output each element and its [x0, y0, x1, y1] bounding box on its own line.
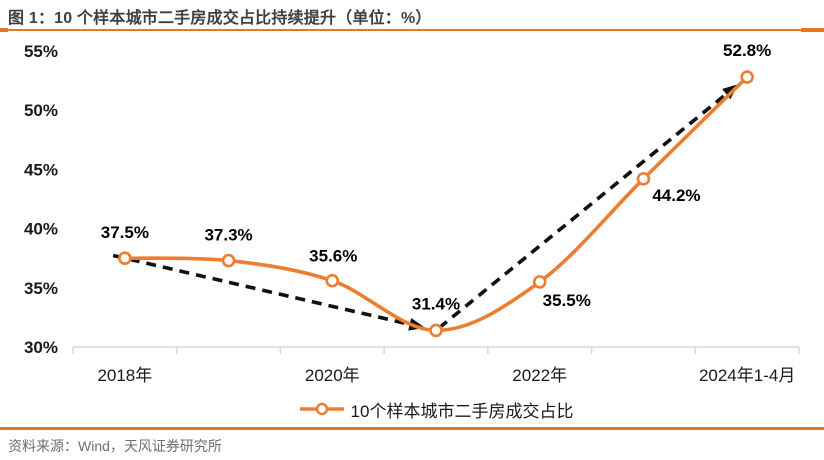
source-text: 资料来源：Wind，天风证券研究所 [8, 438, 222, 454]
legend-label: 10个样本城市二手房成交占比 [350, 401, 574, 421]
data-point-label: 37.5% [101, 223, 149, 242]
data-point-marker [429, 323, 443, 338]
y-axis-label: 55% [24, 42, 58, 61]
trend-arrow-down [112, 253, 414, 327]
figure-title: 图 1：10 个样本城市二手房成交占比持续提升（单位：%） [8, 10, 432, 27]
data-point-label: 44.2% [652, 186, 700, 205]
legend: 10个样本城市二手房成交占比 [73, 397, 799, 421]
data-point-marker [118, 251, 132, 266]
y-axis-label: 45% [24, 160, 58, 179]
x-axis-label: 2018年 [97, 366, 152, 385]
data-point-marker [740, 70, 754, 84]
trend-arrow-up [437, 90, 730, 330]
data-point-label: 52.8% [723, 41, 771, 60]
x-axis-label: 2024年1-4月 [699, 366, 795, 385]
x-axis-label: 2020年 [305, 366, 360, 385]
data-point-label: 37.3% [204, 226, 252, 245]
y-axis-label: 30% [24, 338, 58, 357]
x-axis-label: 2022年 [512, 366, 567, 385]
legend-line-marker-icon [299, 402, 344, 416]
data-point-label: 35.6% [309, 247, 357, 266]
y-axis-label: 40% [24, 220, 58, 239]
title-rule-right-cap [801, 28, 824, 32]
y-axis-label: 50% [24, 101, 58, 120]
data-point-marker [325, 273, 340, 288]
data-point-marker [636, 172, 651, 186]
data-point-marker [532, 275, 547, 289]
data-point-label: 31.4% [412, 294, 460, 313]
y-axis-label: 35% [24, 279, 58, 298]
data-point-marker [221, 253, 236, 268]
data-point-label: 35.5% [543, 291, 591, 310]
title-rule [0, 29, 824, 31]
footer-rule [0, 427, 824, 430]
title-rule-left-cap [0, 28, 8, 32]
